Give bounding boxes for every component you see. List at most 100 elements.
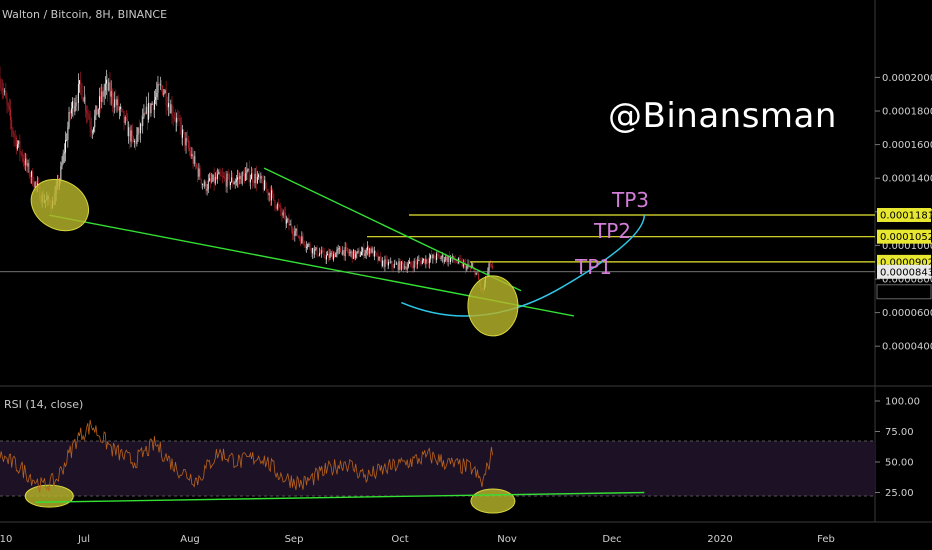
candle (0, 78, 2, 95)
candle (189, 140, 190, 156)
price-tick-label: 0.0000800 (882, 275, 932, 286)
candle (240, 173, 242, 185)
candle (334, 251, 336, 259)
candle (431, 249, 433, 260)
candle (297, 235, 299, 239)
candle (203, 180, 205, 188)
candle (385, 254, 387, 264)
candle (253, 179, 255, 187)
candle (232, 172, 234, 188)
candle (336, 246, 338, 258)
candle (155, 88, 157, 105)
candle (377, 249, 379, 265)
candle (270, 185, 272, 206)
candle (375, 250, 377, 257)
tp2-price-badge: 0.0001052 (877, 229, 932, 244)
candle (315, 247, 317, 251)
candle (163, 89, 165, 98)
candle (344, 242, 346, 261)
candle (354, 249, 355, 261)
candle (398, 258, 400, 274)
projection-arc (401, 215, 646, 317)
price-tick-label: 0.0001400 (882, 174, 932, 185)
candle (231, 170, 233, 183)
candle (169, 92, 171, 116)
candle (435, 251, 437, 264)
candle (241, 171, 243, 186)
candle (110, 80, 112, 106)
candle (365, 247, 367, 260)
candle (311, 247, 313, 259)
candle (294, 225, 296, 242)
candle (283, 207, 285, 220)
candle (376, 252, 378, 257)
candle (128, 121, 130, 144)
candle (168, 92, 169, 117)
candle (280, 202, 282, 217)
candle (230, 181, 231, 190)
candle (489, 259, 491, 268)
candle (102, 86, 104, 103)
time-tick-label: 10 (0, 534, 12, 545)
candle (221, 167, 223, 184)
candle (146, 103, 148, 130)
candle (137, 127, 139, 142)
candle (135, 138, 137, 151)
candle (1, 79, 3, 100)
rsi-axis: 100.00 75.00 50.00 25.00 (875, 397, 920, 499)
candle (10, 99, 11, 130)
candle (170, 99, 172, 114)
candle (96, 105, 98, 115)
candle (366, 241, 368, 256)
candle (247, 168, 249, 172)
watermark: @Binansman (608, 96, 837, 136)
price-tick-label: 0.0002000 (882, 73, 932, 84)
time-tick-label: Nov (497, 534, 517, 545)
candle (175, 109, 176, 132)
candle (393, 259, 395, 269)
candle (132, 135, 134, 143)
candle (80, 71, 82, 95)
candle (213, 167, 215, 191)
time-tick-label: Oct (391, 534, 408, 545)
candle (206, 184, 208, 196)
candle (306, 241, 307, 253)
candle (120, 103, 121, 117)
candle (143, 104, 145, 119)
candle (95, 105, 97, 121)
candle (478, 270, 479, 280)
candle (156, 81, 158, 106)
candle (433, 251, 435, 259)
candle (262, 175, 264, 193)
candle (79, 79, 81, 93)
candle (430, 254, 432, 263)
candle (130, 125, 132, 148)
candle (178, 110, 180, 122)
candle (145, 96, 147, 115)
candle (136, 126, 138, 147)
candle (448, 251, 450, 265)
candle (321, 246, 323, 258)
candle (13, 131, 15, 147)
candle (420, 257, 422, 266)
candle (413, 258, 415, 272)
candle (350, 249, 352, 258)
candle (369, 247, 371, 258)
candle (82, 97, 84, 102)
price-highlight (467, 275, 519, 337)
candle (424, 258, 426, 265)
candle (278, 198, 279, 211)
candle (29, 172, 31, 184)
candle (302, 232, 304, 246)
candle (97, 108, 99, 118)
candle (434, 255, 436, 265)
candle (384, 255, 386, 272)
candle (8, 98, 10, 116)
candle (89, 110, 91, 137)
rsi-tick-label: 75.00 (885, 427, 914, 438)
candle (292, 226, 293, 241)
candle (196, 162, 198, 170)
candle (225, 170, 227, 193)
candle (428, 253, 430, 269)
